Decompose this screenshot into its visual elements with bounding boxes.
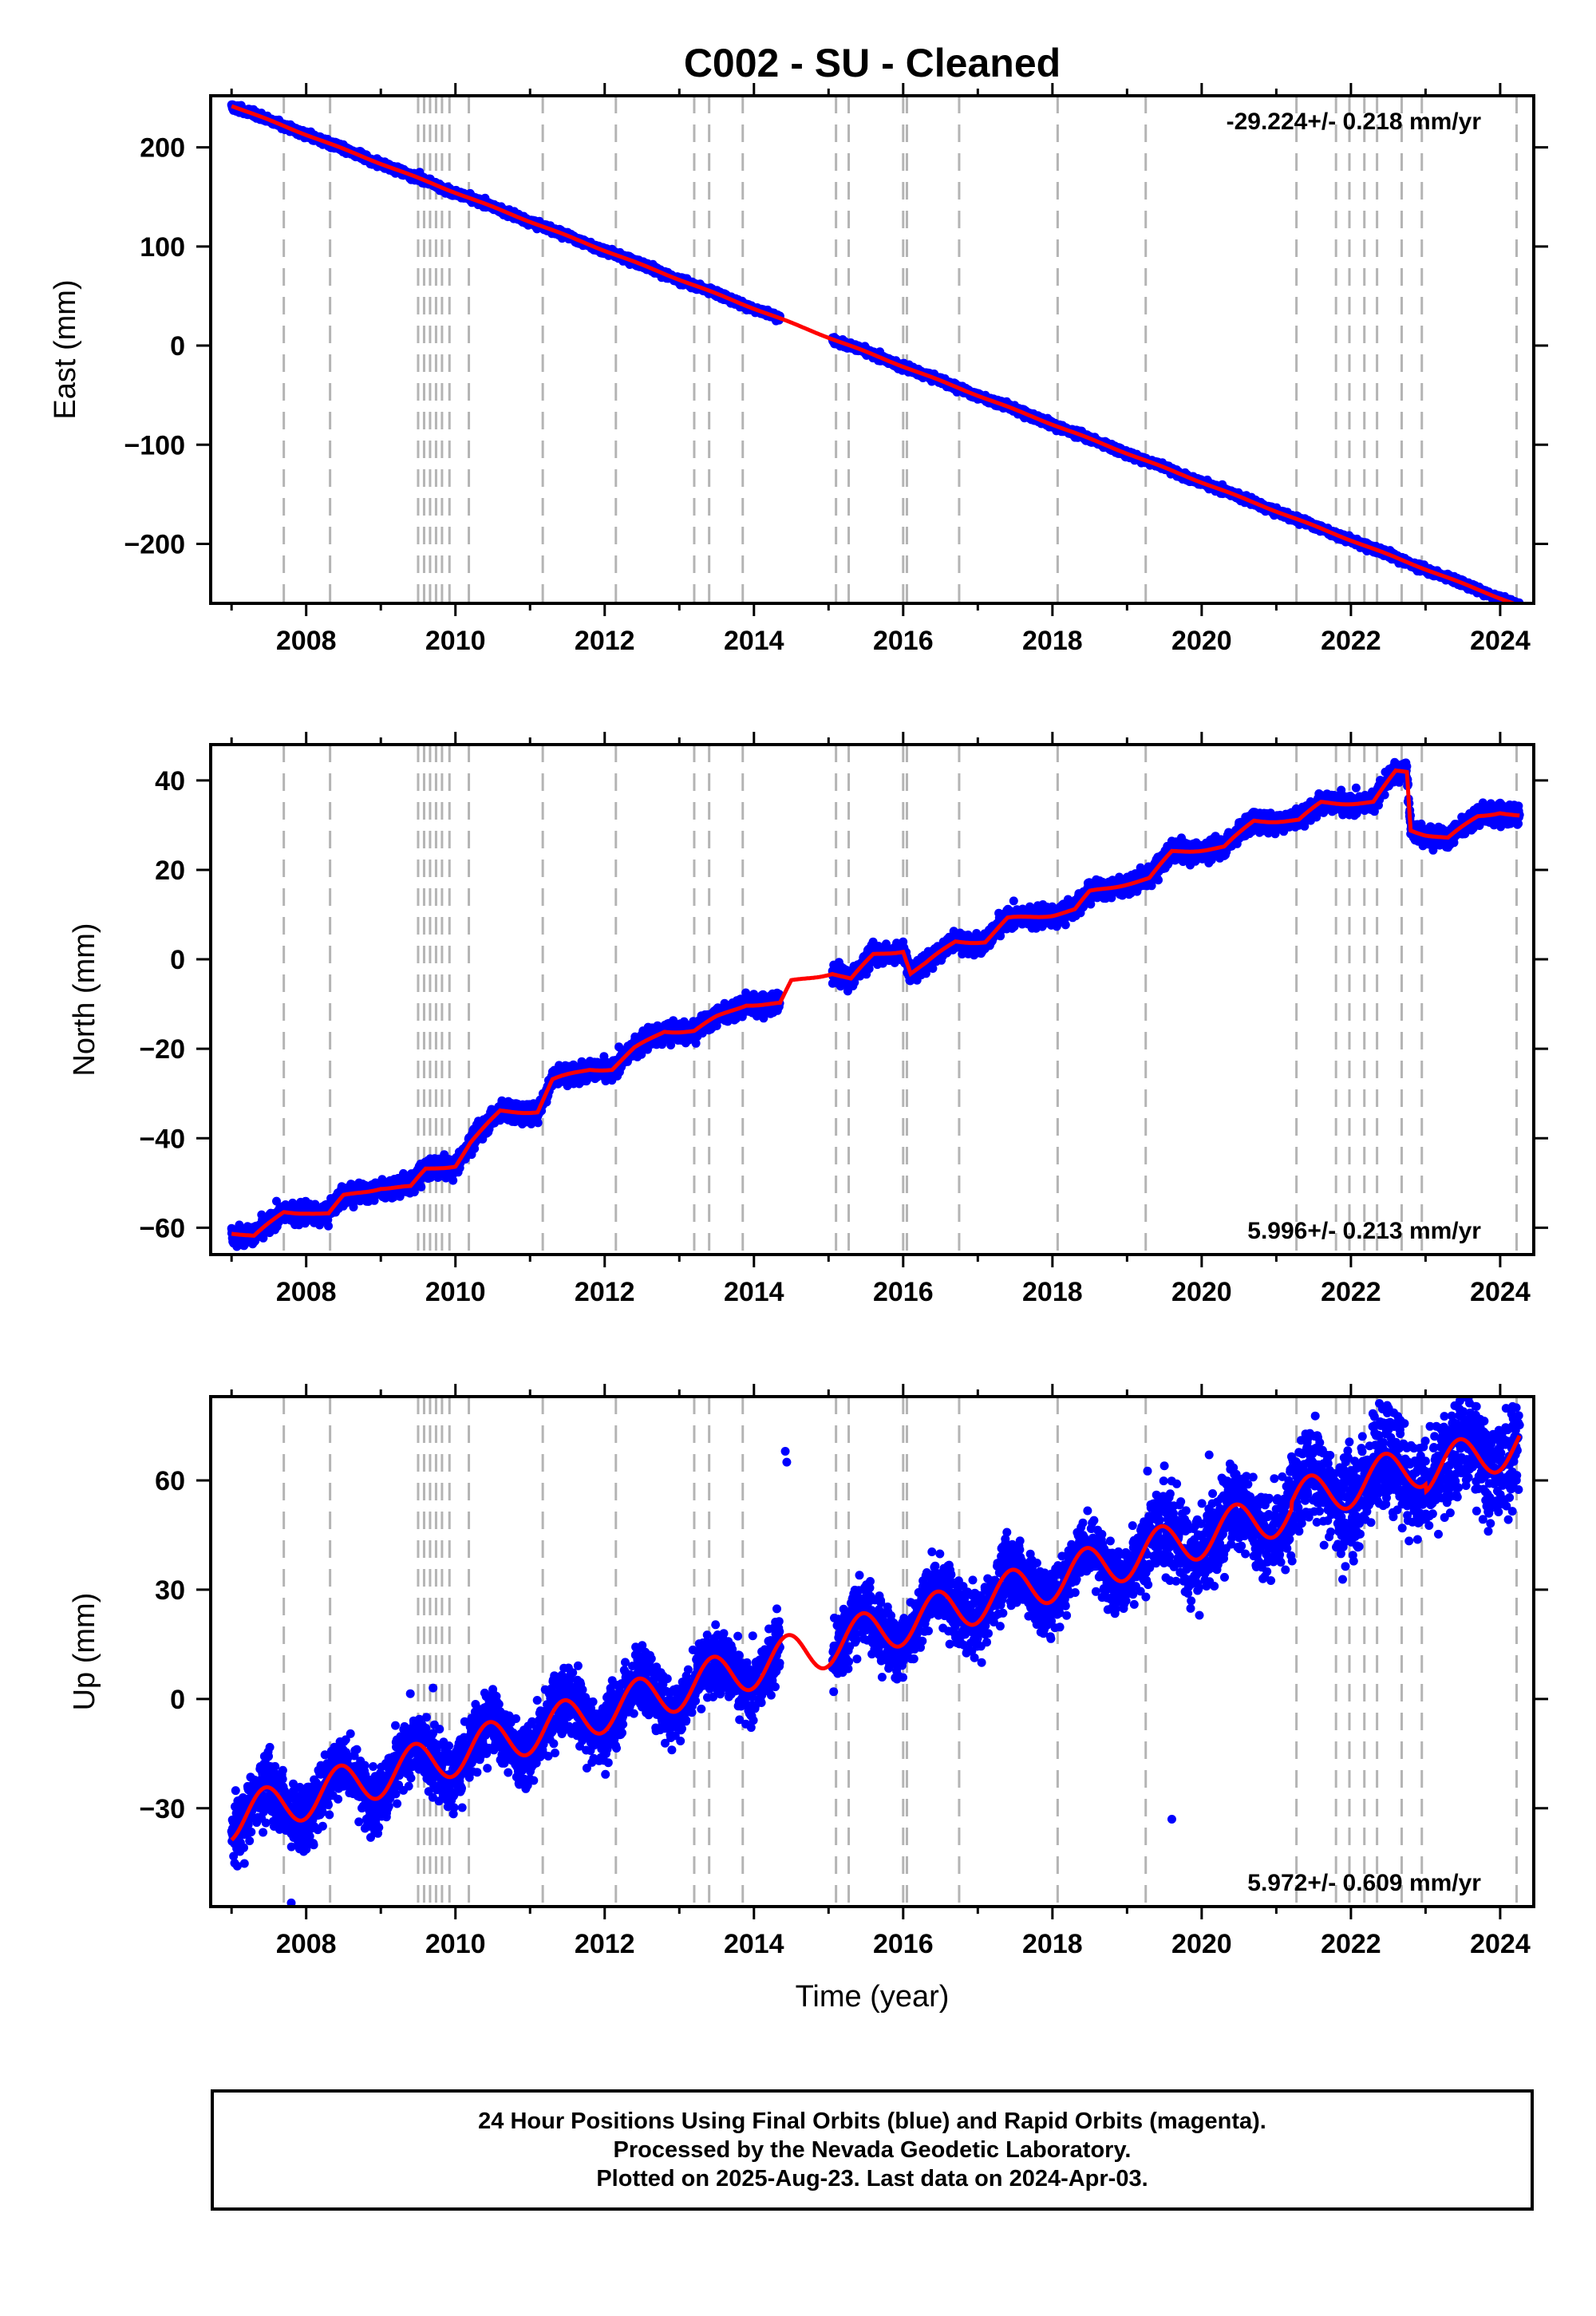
figure-title: C002 - SU - Cleaned [684, 41, 1061, 85]
east-panel: 2008 2010 2012 2014 2016 2018 2020 2022 2024−200… [49, 83, 1548, 656]
